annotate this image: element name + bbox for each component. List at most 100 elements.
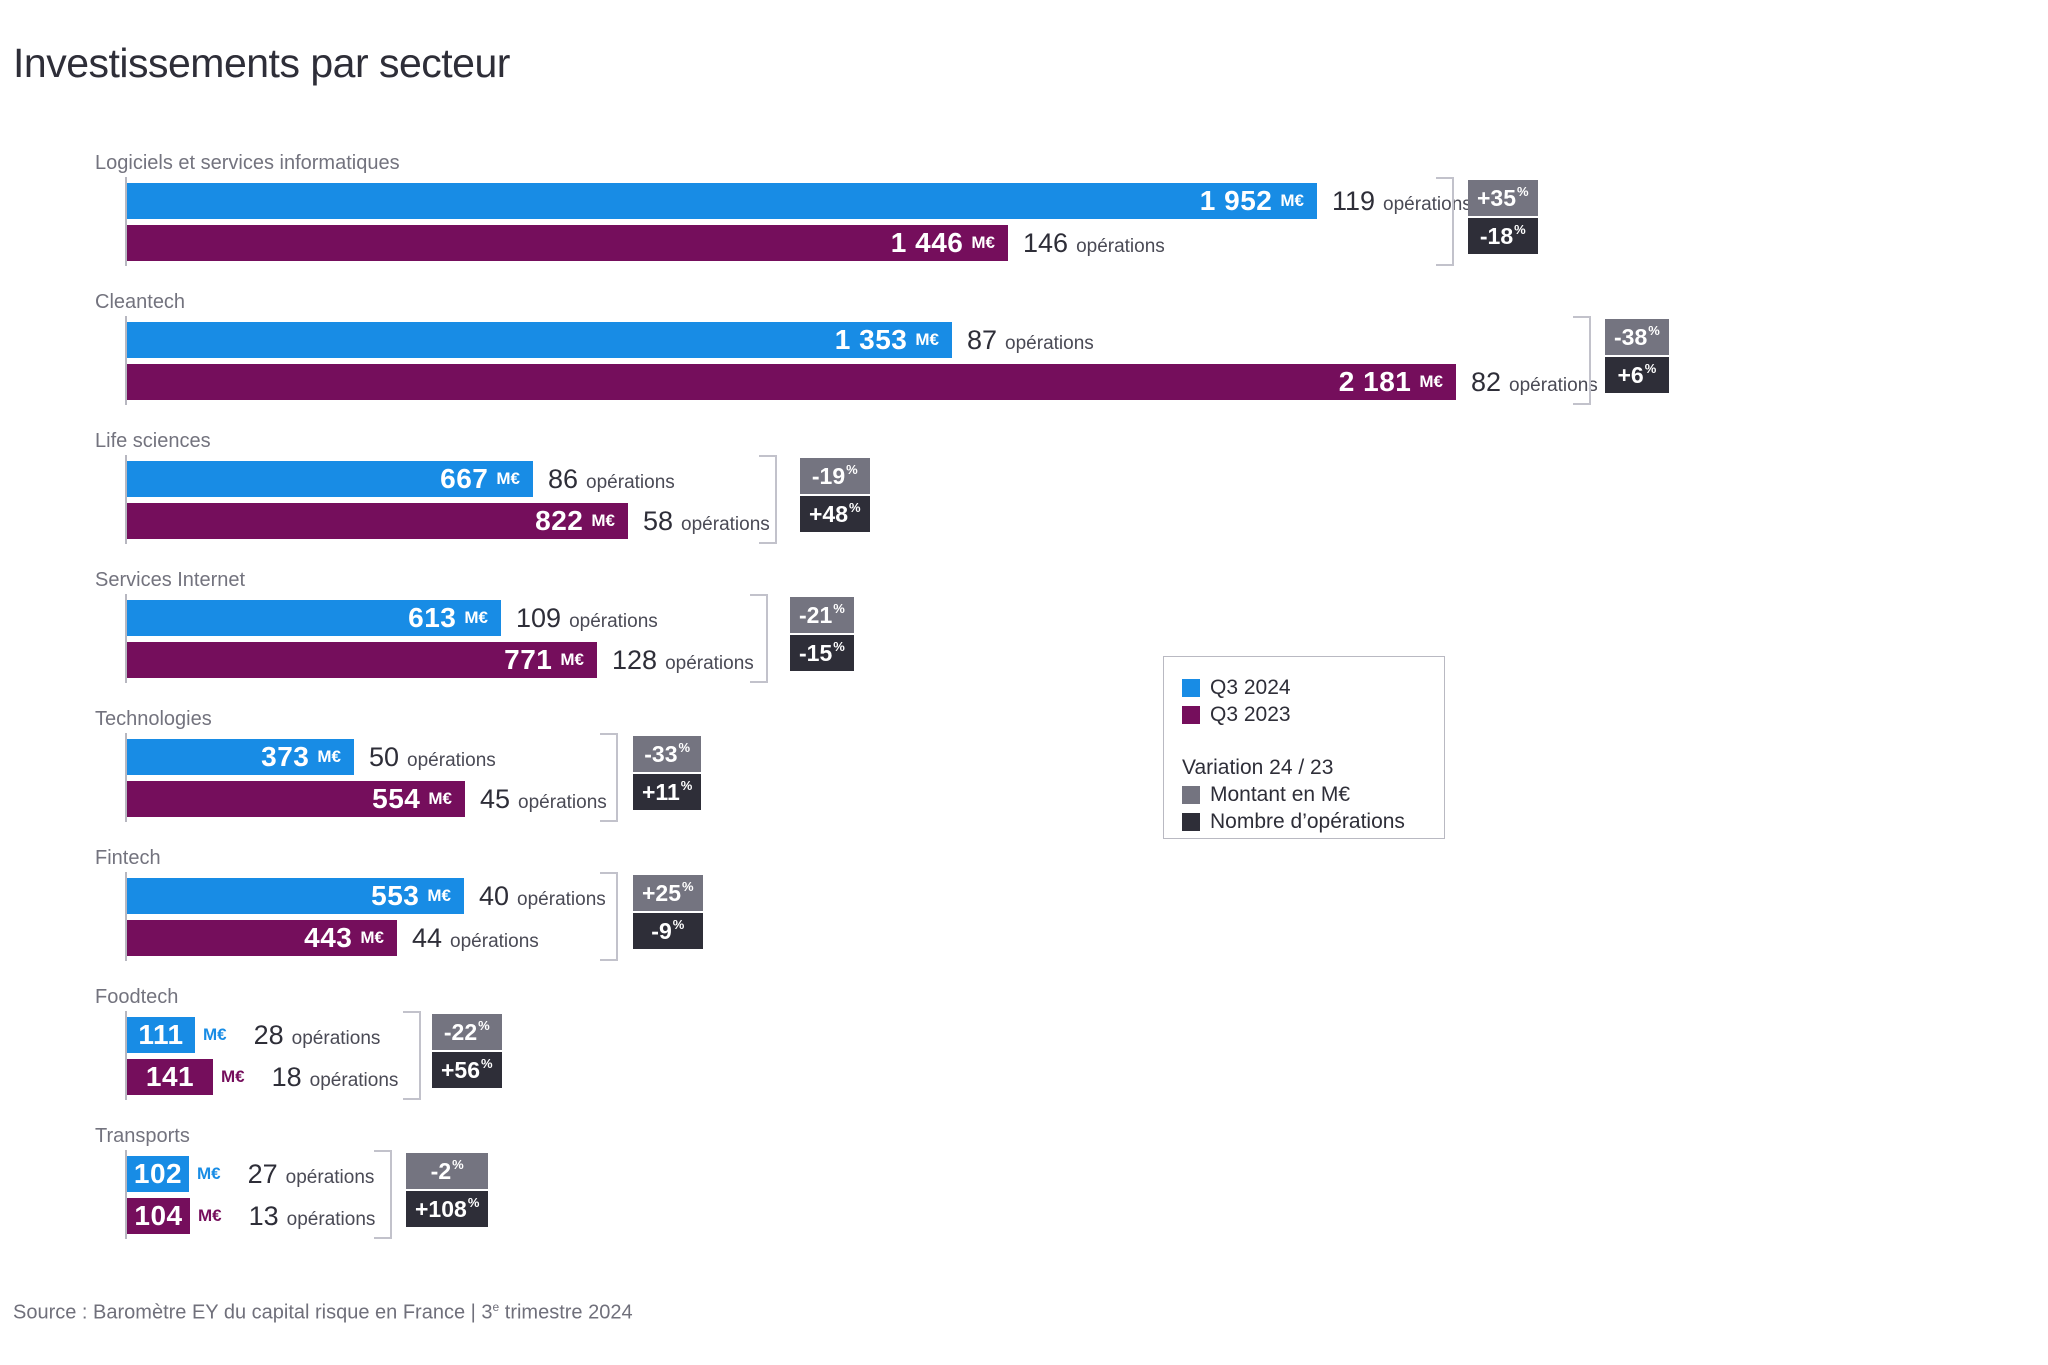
variation-badges: -2% +108% xyxy=(406,1153,489,1227)
operations-count: 45 xyxy=(480,783,511,814)
axis-tick-line xyxy=(125,1150,127,1239)
operations-label: opérations xyxy=(1509,374,1598,396)
bar-unit: M€ xyxy=(198,1206,222,1225)
bar-unit: M€ xyxy=(360,928,384,947)
badge-amount-variation: -19% xyxy=(800,458,870,494)
sector-label: Cleantech xyxy=(95,291,186,313)
badge-amount-variation: +25% xyxy=(633,875,703,911)
bar-value: 1 446 xyxy=(890,227,964,258)
source-text: Source : Baromètre EY du capital risque … xyxy=(13,1300,633,1325)
operations-count: 44 xyxy=(412,922,443,953)
bar-row-q3-2024: 102 M€ 27 opérations xyxy=(127,1156,374,1192)
bar-unit: M€ xyxy=(496,469,520,488)
operations: 87 opérations xyxy=(967,325,1094,356)
operations-count: 86 xyxy=(548,463,579,494)
axis-tick-line xyxy=(125,177,127,266)
percent-sign: % xyxy=(1517,183,1529,199)
badge-operations-variation: +11% xyxy=(633,774,702,810)
percent-sign: % xyxy=(682,878,694,894)
bar-unit: M€ xyxy=(915,330,939,349)
bar-row-q3-2024: 667 M€ 86 opérations xyxy=(127,461,675,497)
bar-row-q3-2023: 141 M€ 18 opérations xyxy=(127,1059,398,1095)
badge-amount-variation: -2% xyxy=(406,1153,489,1189)
operations-label: opérations xyxy=(285,1166,375,1188)
operations: 50 opérations xyxy=(369,742,496,773)
axis-tick-line xyxy=(125,733,127,822)
operations-label: opérations xyxy=(518,791,607,813)
sector-block: Transports 102 M€ 27 opérations 104 M€ 13 opérat… xyxy=(0,1125,2048,1266)
bar-q3-2023: 554 M€ xyxy=(127,781,465,817)
badge-value: +108 xyxy=(415,1195,467,1222)
bar-row-q3-2023: 771 M€ 128 opérations xyxy=(127,642,754,678)
bar-unit: M€ xyxy=(221,1067,245,1086)
operations-count: 128 xyxy=(612,644,658,675)
operations-label: opérations xyxy=(407,749,496,771)
bar-value: 2 181 xyxy=(1338,366,1412,397)
badge-operations-variation: -9% xyxy=(633,913,703,949)
bar-q3-2023: 771 M€ xyxy=(127,642,597,678)
axis-tick-line xyxy=(125,316,127,405)
operations: 119 opérations xyxy=(1332,186,1472,217)
bar-unit: M€ xyxy=(317,747,341,766)
badge-value: -18 xyxy=(1479,222,1514,249)
bar-unit: M€ xyxy=(203,1025,227,1044)
bar-unit: M€ xyxy=(560,650,584,669)
percent-sign: % xyxy=(833,600,845,616)
operations-label: opérations xyxy=(1076,235,1165,257)
percent-sign: % xyxy=(680,777,693,793)
bar-value: 1 952 xyxy=(1199,185,1273,216)
legend-item-q3-2023: Q3 2023 xyxy=(1182,701,1444,728)
percent-sign: % xyxy=(846,461,858,477)
badge-value: -15 xyxy=(799,639,833,666)
percent-sign: % xyxy=(672,916,685,932)
badge-operations-variation: +108% xyxy=(406,1191,489,1227)
bar-row-q3-2023: 822 M€ 58 opérations xyxy=(127,503,770,539)
operations-label: opérations xyxy=(1005,332,1094,354)
operations-label: opérations xyxy=(309,1069,399,1091)
bar-value: 373 xyxy=(261,741,310,772)
badge-value: +25 xyxy=(642,879,682,906)
bar-q3-2024: 667 M€ xyxy=(127,461,533,497)
bar-q3-2024: 1 353 M€ xyxy=(127,322,952,358)
badge-value: +11 xyxy=(642,778,680,805)
legend-swatch-q3-2023-icon xyxy=(1182,705,1200,724)
variation-badges: -19% +48% xyxy=(800,458,870,532)
bar-unit: M€ xyxy=(1280,191,1304,210)
operations-count: 82 xyxy=(1471,366,1502,397)
variation-badges: -22% +56% xyxy=(432,1014,502,1088)
operations-label: opérations xyxy=(291,1027,381,1049)
variation-badges: -38% +6% xyxy=(1605,319,1669,393)
bar-q3-2023: 1 446 M€ xyxy=(127,225,1008,261)
bar-q3-2023: 104 xyxy=(127,1198,190,1234)
variation-badges: +35% -18% xyxy=(1468,180,1538,254)
sector-block: Fintech 553 M€ 40 opérations 443 M€ 44 opération… xyxy=(0,847,2048,988)
percent-sign: % xyxy=(833,638,845,654)
bar-q3-2024: 373 M€ xyxy=(127,739,354,775)
bar-value: 141 xyxy=(145,1061,195,1092)
bar-row-q3-2023: 2 181 M€ 82 opérations xyxy=(127,364,1598,400)
badge-value: -19 xyxy=(811,462,846,489)
variation-badges: +25% -9% xyxy=(633,875,703,949)
variation-badges: -21% -15% xyxy=(790,597,854,671)
bar-q3-2023: 443 M€ xyxy=(127,920,397,956)
operations-count: 13 xyxy=(248,1200,279,1231)
bar-row-q3-2024: 373 M€ 50 opérations xyxy=(127,739,496,775)
percent-sign: % xyxy=(481,1055,493,1071)
bar-value: 104 xyxy=(134,1200,183,1231)
bar-value: 443 xyxy=(304,922,353,953)
bar-value: 771 xyxy=(504,644,553,675)
legend-item-nombre: Nombre d’opérations xyxy=(1182,808,1444,835)
axis-tick-line xyxy=(125,594,127,683)
axis-tick-line xyxy=(125,872,127,961)
operations: 82 opérations xyxy=(1471,367,1598,398)
sector-label: Technologies xyxy=(95,708,212,730)
operations-label: opérations xyxy=(1383,193,1472,215)
bar-row-q3-2023: 104 M€ 13 opérations xyxy=(127,1198,375,1234)
sector-label: Transports xyxy=(95,1125,190,1147)
sector-block: Services Internet 613 M€ 109 opérations 771 M€… xyxy=(0,569,2048,710)
operations: 13 opérations xyxy=(249,1201,376,1232)
bar-row-q3-2023: 554 M€ 45 opérations xyxy=(127,781,607,817)
badge-operations-variation: +56% xyxy=(432,1052,502,1088)
bar-row-q3-2024: 553 M€ 40 opérations xyxy=(127,878,606,914)
badge-amount-variation: +35% xyxy=(1468,180,1538,216)
